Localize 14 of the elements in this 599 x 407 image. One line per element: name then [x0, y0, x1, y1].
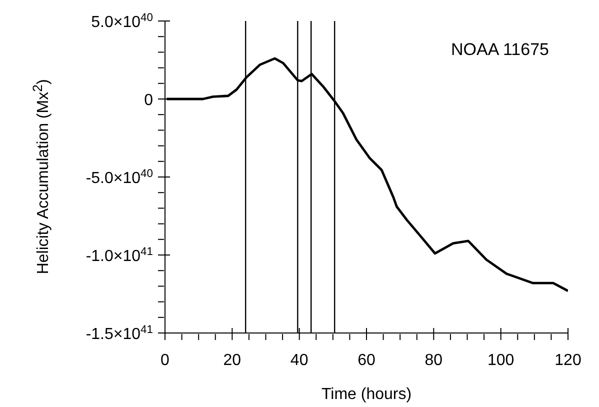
y-tick-label: -1.5×10$^{41}$ — [86, 324, 153, 343]
x-tick-label: 100 — [487, 352, 514, 369]
x-tick-label: 60 — [358, 352, 376, 369]
x-tick-label: 20 — [223, 352, 242, 369]
x-tick-label: 40 — [290, 352, 308, 369]
x-tick-label: 0 — [160, 352, 170, 369]
y-tick-label: 0 — [144, 92, 154, 109]
x-tick-label: 120 — [554, 352, 582, 369]
y-tick-label: -5.0×10$^{40}$ — [86, 168, 153, 187]
annotation: NOAA 11675 — [451, 40, 549, 60]
y-tick-label: 5.0×10$^{40}$ — [91, 12, 153, 31]
y-tick-label: -1.0×10$^{41}$ — [86, 246, 153, 265]
x-axis-title: Time (hours) — [321, 386, 412, 403]
x-tick-label: 80 — [424, 352, 443, 369]
